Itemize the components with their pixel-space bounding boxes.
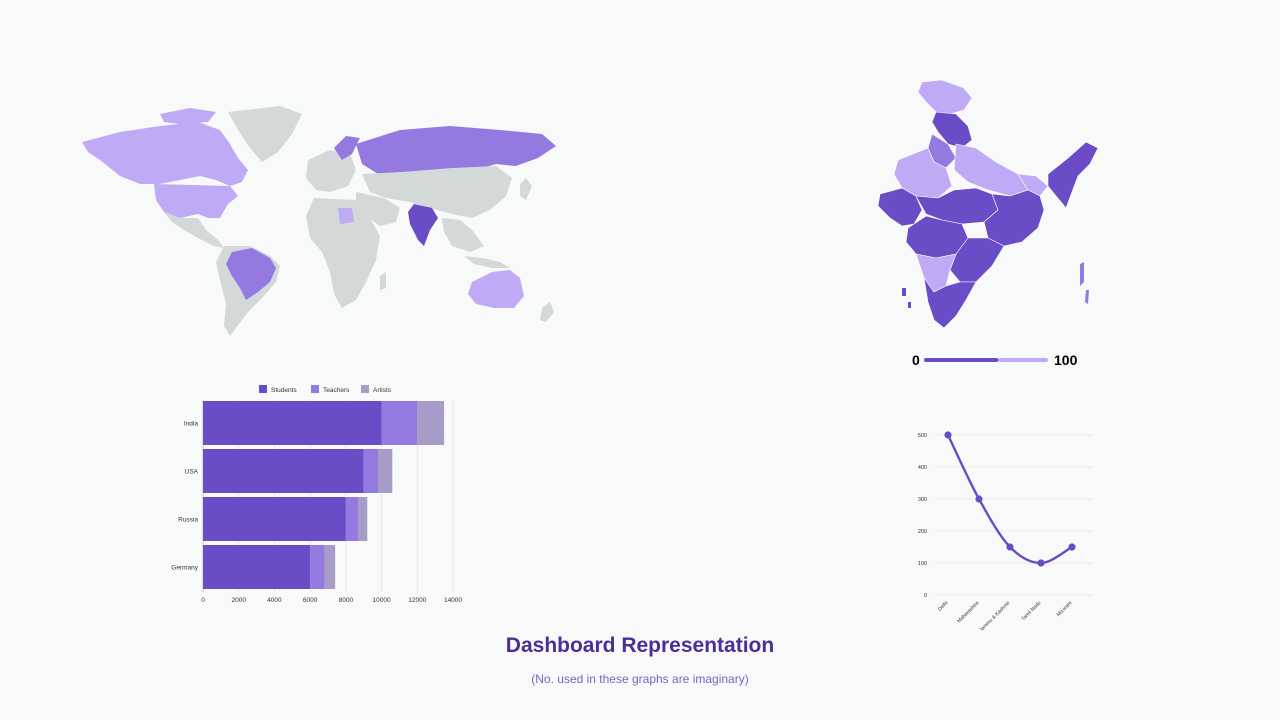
x-tick-label: Maharashtra — [956, 600, 980, 624]
state-northeast — [1047, 141, 1099, 209]
indonesia-region — [464, 256, 510, 268]
x-tick-label: Jammu & Kashmir — [978, 600, 1011, 630]
legend-swatch — [311, 385, 319, 393]
x-tick-label: 0 — [201, 597, 205, 604]
y-tick-label: 0 — [924, 593, 927, 599]
state-jammu-kashmir — [917, 79, 973, 115]
bar-segment — [203, 449, 364, 493]
andaman-islands — [1080, 262, 1089, 304]
scale-min-label: 0 — [912, 352, 920, 368]
x-tick-label: 14000 — [444, 597, 462, 604]
data-point — [1006, 543, 1014, 551]
bar-segment — [203, 497, 346, 541]
scale-max-label: 100 — [1054, 352, 1078, 368]
y-tick-label: 500 — [918, 433, 927, 439]
madagascar-region — [380, 272, 386, 290]
scandinavia-region — [334, 136, 360, 160]
world-map — [82, 106, 556, 336]
color-scale: 0 100 — [900, 350, 1090, 372]
bar-segment — [310, 545, 325, 589]
bar-segment — [324, 545, 336, 589]
category-label: Russia — [178, 517, 198, 524]
africa-region — [306, 198, 380, 308]
x-tick-label: 12000 — [408, 597, 426, 604]
russia-region — [356, 126, 556, 174]
state-east-central — [983, 189, 1045, 247]
state-rajasthan — [893, 147, 953, 199]
x-tick-label: Delhi — [937, 600, 949, 612]
x-tick-label: 2000 — [231, 597, 246, 604]
x-tick-label: 8000 — [339, 597, 354, 604]
asia-region — [362, 166, 512, 218]
x-tick-label: Tamil Nadu — [1020, 600, 1042, 622]
legend-label: Students — [271, 387, 297, 394]
x-tick-label: 4000 — [267, 597, 282, 604]
arctic-islands — [160, 108, 216, 124]
category-label: Germany — [171, 565, 198, 572]
legend-swatch — [259, 385, 267, 393]
usa-region — [154, 184, 238, 218]
data-point — [944, 431, 952, 439]
middle-east-region — [356, 192, 400, 226]
scale-bar-light — [998, 358, 1048, 362]
bar-segment — [358, 497, 368, 541]
central-america-region — [164, 212, 224, 248]
legend-label: Teachers — [323, 387, 350, 394]
data-point — [975, 495, 983, 503]
europe-region — [306, 150, 356, 192]
state-uttar-pradesh — [953, 143, 1029, 197]
new-zealand-region — [540, 302, 554, 322]
scale-bar-dark — [924, 358, 999, 362]
bar-segment — [363, 449, 378, 493]
x-tick-label: 6000 — [303, 597, 318, 604]
india-map — [877, 79, 1099, 329]
bar-segment — [203, 545, 311, 589]
bar-segment — [203, 401, 382, 445]
data-point — [1068, 543, 1076, 551]
state-bihar — [1017, 173, 1049, 197]
lakshadweep-islands — [902, 288, 911, 308]
southeast-asia-region — [442, 218, 484, 252]
legend-label: Artists — [373, 387, 392, 394]
y-tick-label: 200 — [918, 529, 927, 535]
category-label: USA — [185, 469, 199, 476]
japan-region — [520, 178, 532, 200]
india-region — [408, 204, 438, 246]
state-tamil-nadu-kerala — [923, 277, 977, 329]
y-tick-label: 300 — [918, 497, 927, 503]
bar-segment — [381, 401, 418, 445]
data-point — [1037, 559, 1045, 567]
state-andhra-telangana — [949, 237, 1005, 283]
page-subtitle: (No. used in these graphs are imaginary) — [531, 672, 749, 686]
y-tick-label: 100 — [918, 561, 927, 567]
scale-bar — [924, 358, 1048, 362]
legend-swatch — [361, 385, 369, 393]
category-label: India — [184, 421, 198, 428]
page-title: Dashboard Representation — [505, 634, 775, 657]
brazil-region — [226, 248, 276, 300]
stacked-bar-chart: Students Teachers Artists 0 2000 4000 6000 8000… — [171, 385, 462, 604]
greenland-region — [228, 106, 302, 162]
australia-region — [468, 270, 524, 308]
x-tick-label: 10000 — [373, 597, 391, 604]
libya-region — [338, 208, 354, 224]
canada-region — [82, 122, 248, 186]
x-tick-label: Mizoram — [1056, 600, 1074, 618]
bar-segment — [417, 401, 445, 445]
bar-segment — [345, 497, 359, 541]
bar-segment — [378, 449, 393, 493]
y-tick-label: 400 — [918, 465, 927, 471]
